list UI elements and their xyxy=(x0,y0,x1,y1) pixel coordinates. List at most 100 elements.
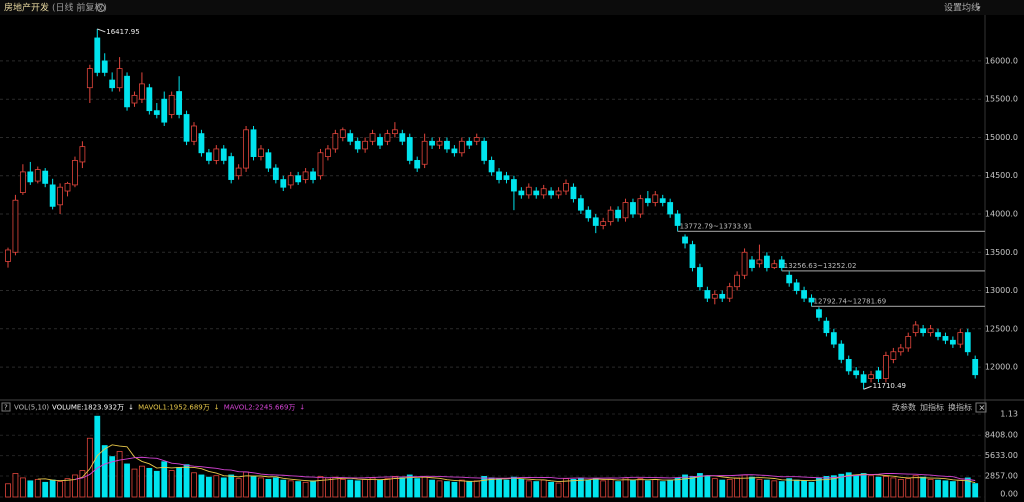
candle-body xyxy=(555,190,562,196)
candle-body xyxy=(354,140,361,150)
volume-bar xyxy=(362,478,369,498)
volume-bar xyxy=(384,478,391,498)
candle-body xyxy=(339,129,346,138)
volume-bar xyxy=(860,473,867,498)
volume-bar xyxy=(191,472,197,498)
volume-bar xyxy=(525,480,532,498)
volume-bar xyxy=(488,477,495,498)
candle-body xyxy=(511,179,517,192)
candle-body xyxy=(220,148,227,161)
volume-bar xyxy=(339,478,346,498)
candle-body xyxy=(272,167,279,180)
volume-bar xyxy=(377,479,383,498)
y-tick-label: 2857.00 xyxy=(985,472,1018,481)
ma-line xyxy=(37,444,976,484)
volume-bar xyxy=(280,479,287,498)
candle-body xyxy=(317,152,324,177)
y-tick-label: 8408.00 xyxy=(985,431,1018,440)
volume-bar xyxy=(354,480,361,498)
candle-body xyxy=(369,133,376,142)
candle-body xyxy=(27,171,34,183)
candle-body xyxy=(853,370,860,376)
candle-body xyxy=(243,129,249,169)
volume-bar xyxy=(168,470,175,498)
legend-arrow: ↓ xyxy=(299,404,305,412)
volume-bar xyxy=(949,481,956,498)
panel-button[interactable]: 加指标 xyxy=(920,402,944,412)
candle-body xyxy=(830,332,837,345)
volume-bar xyxy=(630,479,636,498)
candle-body xyxy=(570,186,577,200)
candle-body xyxy=(838,343,845,360)
candle-body xyxy=(34,169,41,182)
candle-body xyxy=(659,198,666,203)
candle-body xyxy=(734,274,741,288)
candle-body xyxy=(79,146,86,163)
y-tick-label: 1.13 xyxy=(1000,410,1018,419)
volume-bar xyxy=(644,480,651,498)
volume-bar xyxy=(957,479,964,498)
volume-bar xyxy=(109,456,116,498)
candle-body xyxy=(949,339,956,345)
volume-bar xyxy=(637,478,644,498)
help-box[interactable] xyxy=(1,402,11,412)
candle-body xyxy=(704,290,711,299)
candle-body xyxy=(577,198,584,211)
volume-bar xyxy=(697,473,703,498)
candle-body xyxy=(72,160,78,186)
candle-body xyxy=(139,83,145,100)
volume-bar xyxy=(555,482,562,498)
volume-bar xyxy=(838,473,845,498)
volume-bar xyxy=(615,481,621,498)
candle-body xyxy=(763,255,770,268)
candle-body xyxy=(488,160,495,173)
candle-body xyxy=(458,140,465,154)
candle-body xyxy=(250,129,257,157)
volume-bar xyxy=(592,478,599,498)
candle-body xyxy=(146,87,153,112)
volume-bar xyxy=(659,481,666,498)
ma-line xyxy=(74,456,976,481)
candle-body xyxy=(168,94,175,115)
volume-bar xyxy=(458,479,465,498)
volume-bar xyxy=(34,478,41,498)
candle-body xyxy=(451,148,458,154)
volume-bar xyxy=(473,480,480,498)
candle-body xyxy=(362,140,369,150)
candle-body xyxy=(525,186,532,196)
volume-bar xyxy=(451,481,458,498)
settings-icon[interactable] xyxy=(97,4,105,12)
volume-bar xyxy=(719,479,726,498)
candle-body xyxy=(957,332,964,345)
candle-body xyxy=(436,140,443,146)
panel-button[interactable]: 换指标 xyxy=(948,402,972,412)
candle-body xyxy=(496,171,502,180)
candle-body xyxy=(615,209,621,219)
volume-bar xyxy=(124,463,130,498)
candle-body xyxy=(161,98,168,123)
candle-body xyxy=(213,148,220,161)
candle-body xyxy=(183,114,190,142)
volume-bar xyxy=(64,478,71,498)
volume-bar xyxy=(325,477,331,498)
candle-body xyxy=(942,336,949,341)
volume-bar xyxy=(808,481,815,498)
ma-button[interactable]: 设置均线 xyxy=(944,2,980,14)
candle-body xyxy=(786,274,793,284)
candle-body xyxy=(741,251,748,276)
volume-bar xyxy=(823,476,830,498)
volume-bar xyxy=(756,478,763,498)
panel-button[interactable]: 改参数 xyxy=(892,402,916,412)
y-tick-label: 12000.0 xyxy=(985,363,1018,372)
candle-body xyxy=(652,194,659,203)
volume-bar xyxy=(27,480,34,498)
volume-bar xyxy=(734,477,741,498)
close-box[interactable] xyxy=(975,402,987,413)
candle-body xyxy=(927,328,934,334)
volume-bar xyxy=(5,483,11,498)
close-icon: ✕ xyxy=(979,404,986,413)
candle-body xyxy=(429,140,435,146)
candle-body xyxy=(131,94,138,104)
volume-bar xyxy=(600,480,607,498)
